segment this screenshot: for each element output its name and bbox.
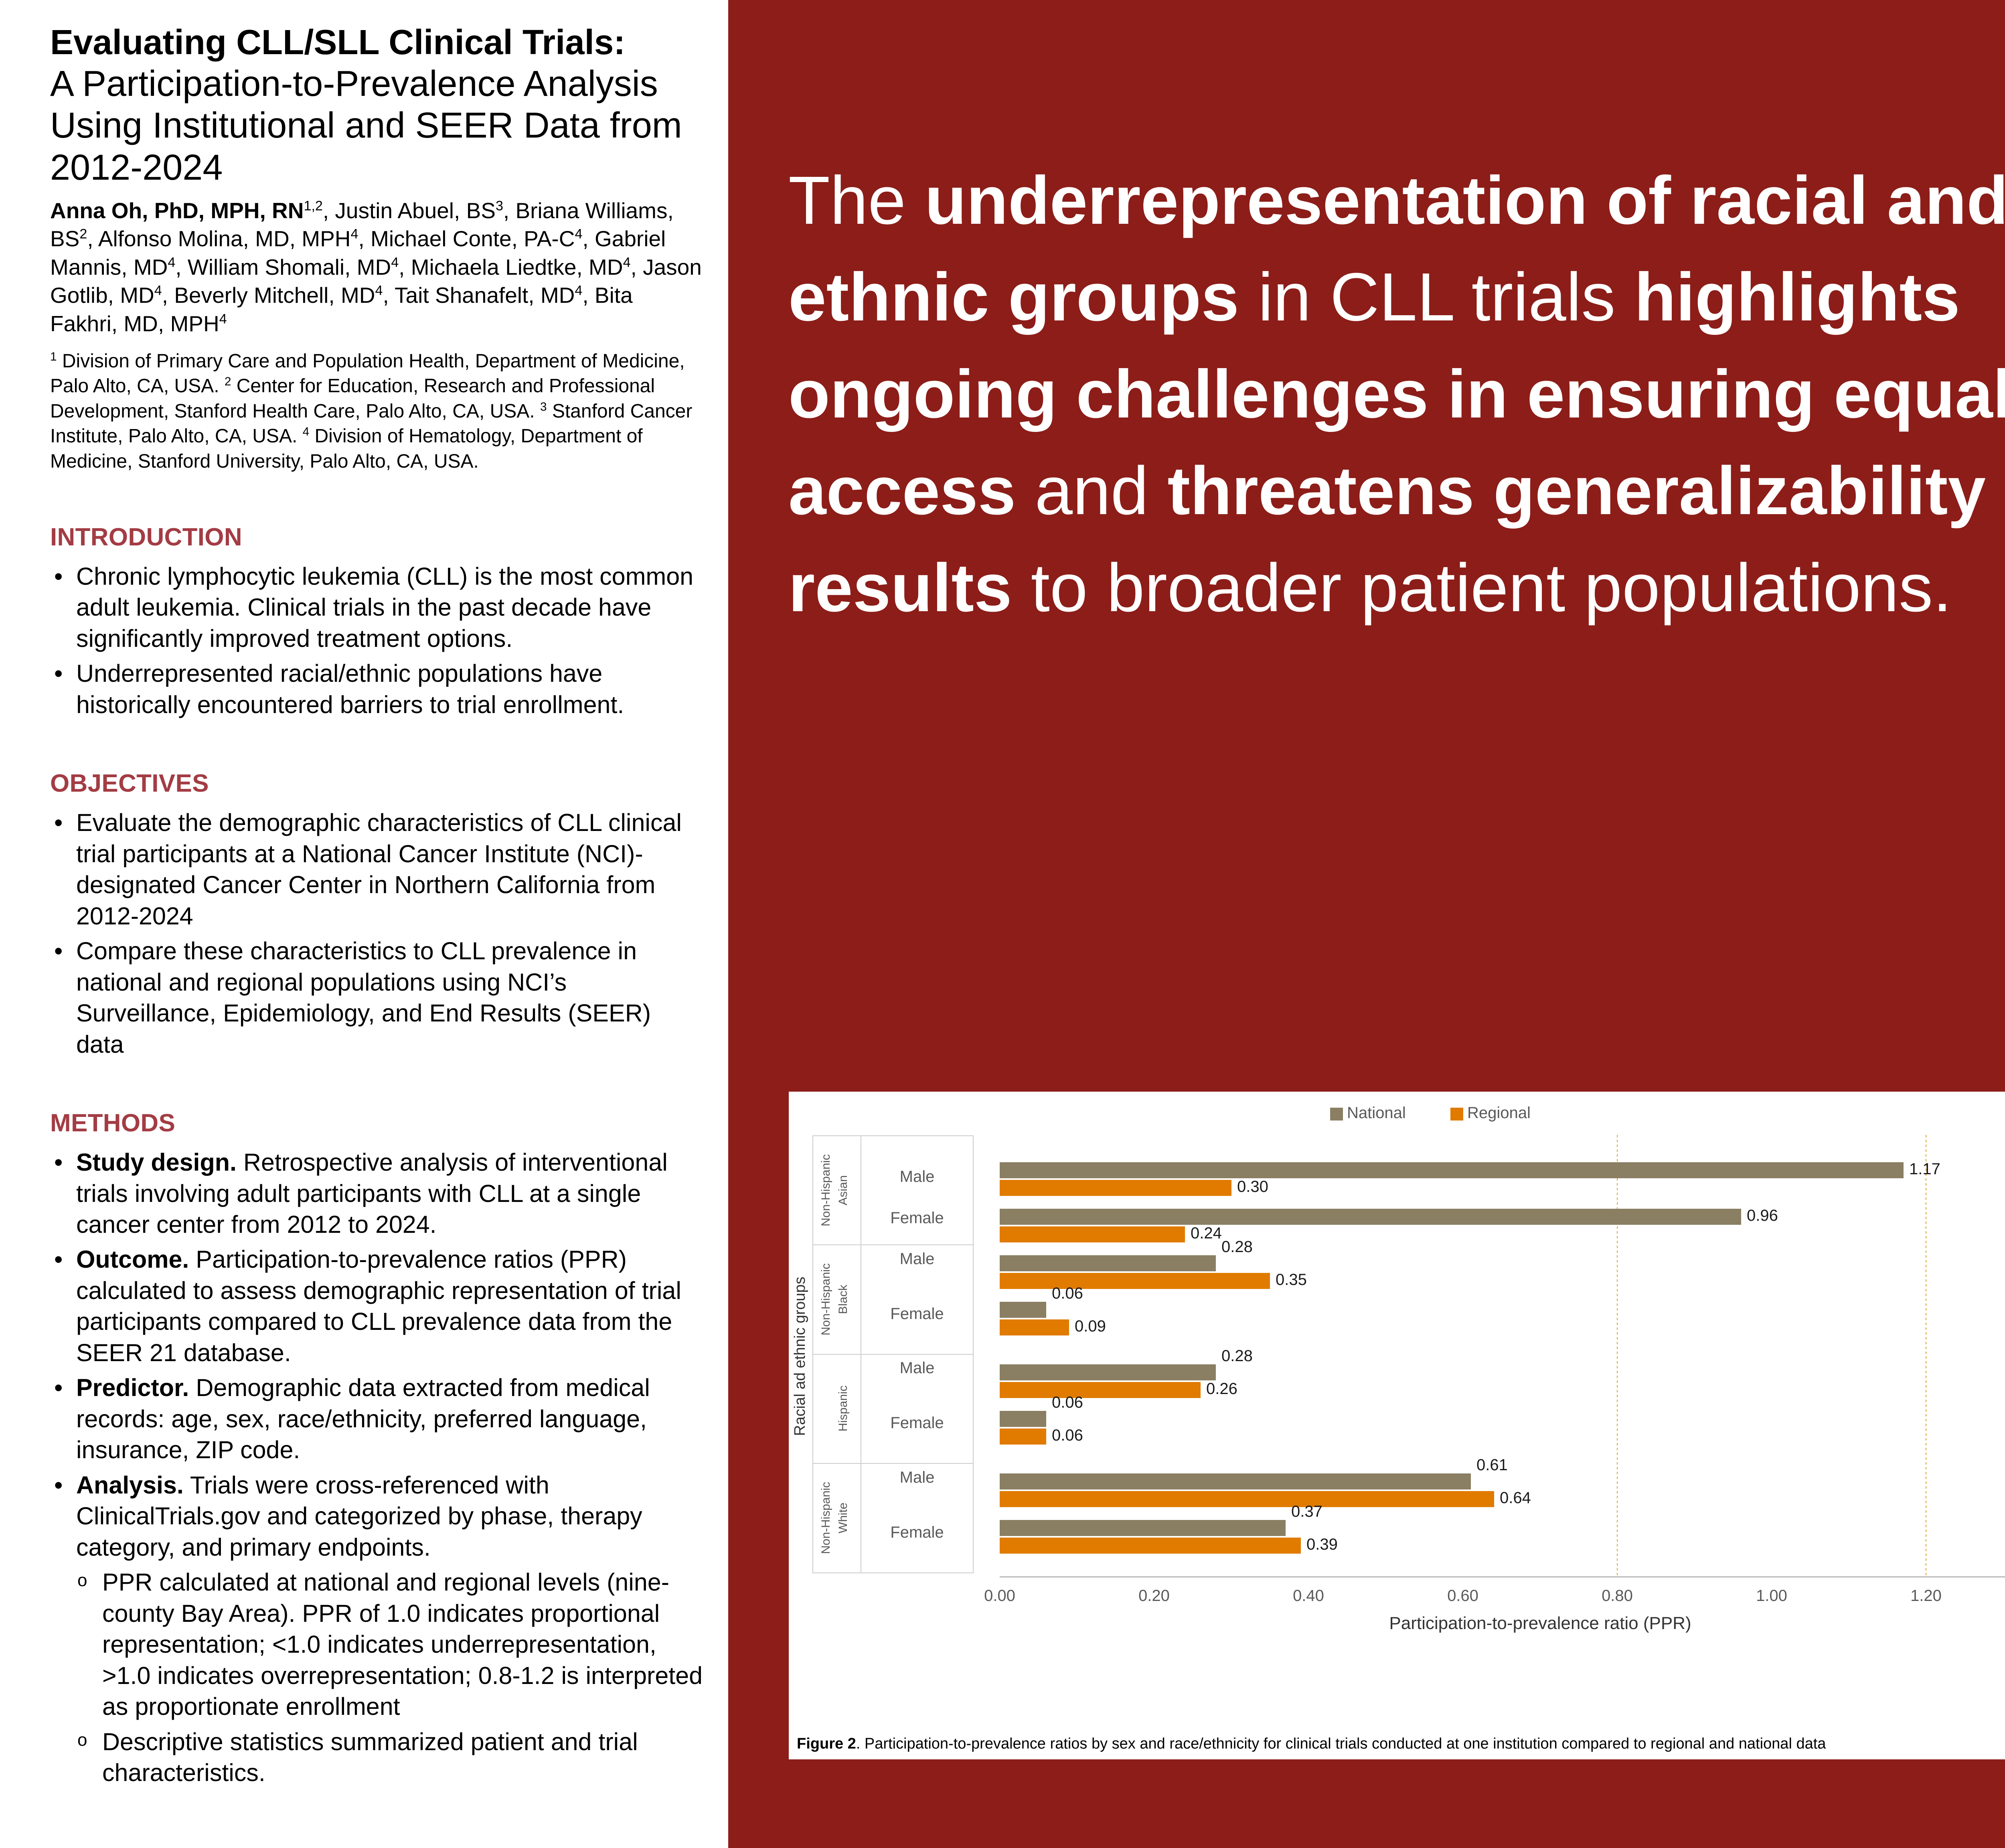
- svg-text:0.30: 0.30: [1237, 1178, 1268, 1196]
- svg-text:Non-Hispanic: Non-Hispanic: [819, 1263, 832, 1335]
- svg-text:White: White: [836, 1503, 850, 1534]
- svg-text:Male: Male: [900, 1168, 935, 1185]
- svg-text:Black: Black: [836, 1284, 850, 1314]
- svg-text:Non-Hispanic: Non-Hispanic: [819, 1482, 832, 1554]
- svg-text:0.06: 0.06: [1052, 1427, 1083, 1444]
- svg-text:0.37: 0.37: [1291, 1503, 1322, 1520]
- svg-text:Participation-to-prevalence ra: Participation-to-prevalence ratio (PPR): [1389, 1613, 1691, 1633]
- svg-text:Female: Female: [890, 1305, 944, 1323]
- svg-text:0.06: 0.06: [1052, 1285, 1083, 1302]
- svg-text:Asian: Asian: [836, 1175, 850, 1205]
- svg-text:0.96: 0.96: [1747, 1207, 1778, 1224]
- svg-text:Hispanic: Hispanic: [836, 1385, 850, 1431]
- svg-text:0.61: 0.61: [1476, 1456, 1508, 1474]
- svg-text:Female: Female: [890, 1209, 944, 1227]
- svg-text:0.80: 0.80: [1602, 1587, 1633, 1605]
- svg-text:0.64: 0.64: [1500, 1489, 1531, 1507]
- svg-text:National: National: [1347, 1104, 1406, 1122]
- svg-text:0.26: 0.26: [1206, 1380, 1237, 1398]
- svg-text:0.39: 0.39: [1306, 1536, 1338, 1553]
- svg-text:0.60: 0.60: [1447, 1587, 1478, 1605]
- svg-text:Male: Male: [900, 1359, 935, 1377]
- svg-text:0.06: 0.06: [1052, 1394, 1083, 1411]
- svg-text:1.00: 1.00: [1756, 1587, 1787, 1605]
- svg-text:0.35: 0.35: [1276, 1271, 1307, 1289]
- svg-text:Female: Female: [890, 1414, 944, 1432]
- svg-text:0.28: 0.28: [1221, 1238, 1253, 1256]
- svg-text:0.24: 0.24: [1191, 1224, 1222, 1242]
- svg-text:1.20: 1.20: [1910, 1587, 1942, 1605]
- svg-text:Non-Hispanic: Non-Hispanic: [819, 1154, 832, 1226]
- svg-text:Female: Female: [890, 1524, 944, 1541]
- svg-text:Male: Male: [900, 1250, 935, 1268]
- svg-text:Regional: Regional: [1467, 1104, 1531, 1122]
- svg-text:0.09: 0.09: [1075, 1317, 1106, 1335]
- svg-text:1.17: 1.17: [1909, 1160, 1940, 1178]
- svg-text:Racial ad ethnic groups: Racial ad ethnic groups: [792, 1277, 808, 1436]
- svg-text:0.28: 0.28: [1221, 1347, 1253, 1365]
- svg-text:0.40: 0.40: [1293, 1587, 1324, 1605]
- svg-text:Male: Male: [900, 1469, 935, 1486]
- svg-text:0.00: 0.00: [984, 1587, 1015, 1605]
- svg-text:0.20: 0.20: [1138, 1587, 1170, 1605]
